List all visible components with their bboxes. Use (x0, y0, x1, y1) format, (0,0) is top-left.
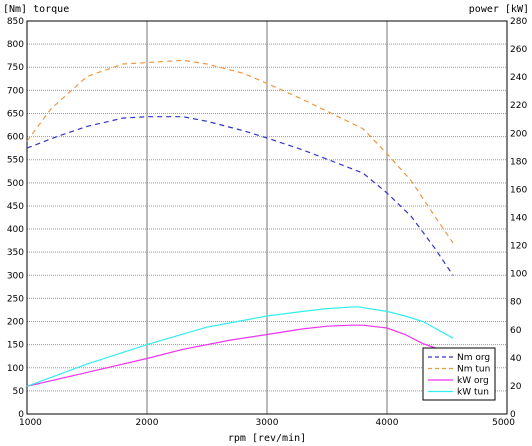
series-line-nm-org (26, 116, 454, 276)
legend-label: Nm org (457, 353, 490, 363)
x-tick-label: 5000 (492, 418, 515, 428)
y-right-tick-label: 280 (510, 17, 527, 27)
y-left-tick-label: 750 (7, 63, 24, 73)
y-right-tick-label: 60 (510, 326, 522, 336)
y-right-tick-label: 120 (510, 242, 527, 252)
y-left-tick-label: 450 (7, 202, 24, 212)
y-right-tick-label: 220 (510, 101, 527, 111)
y-left-tick-label: 350 (7, 248, 24, 258)
series-line-kw-tun (26, 306, 454, 387)
y-left-tick-label: 800 (7, 40, 24, 50)
y-left-tick-label: 150 (7, 341, 24, 351)
legend-label: kW tun (457, 388, 489, 398)
y-right-tick-label: 80 (510, 298, 522, 308)
y-right-axis-title: power [kW] (469, 4, 529, 15)
y-right-tick-label: 180 (510, 157, 527, 167)
legend-label: kW org (457, 376, 489, 386)
y-left-tick-label: 500 (7, 179, 24, 189)
series-layer (26, 59, 454, 387)
y-left-tick-label: 200 (7, 318, 24, 328)
y-right-tick-label: 260 (510, 45, 527, 55)
y-right-tick-label: 200 (510, 129, 527, 139)
y-right-tick-label: 0 (510, 410, 516, 420)
x-axis-title: rpm [rev/min] (228, 433, 306, 444)
y-left-tick-label: 650 (7, 109, 24, 119)
x-tick-label: 4000 (376, 418, 399, 428)
y-left-axis-title: [Nm] torque (3, 4, 69, 15)
y-left-tick-label: 600 (7, 133, 24, 143)
x-tick-label: 3000 (256, 418, 279, 428)
y-left-tick-label: 400 (7, 225, 24, 235)
y-right-tick-label: 160 (510, 185, 527, 195)
ticks-layer: 0501001502002503003504004505005506006507… (7, 17, 528, 428)
y-left-tick-label: 550 (7, 156, 24, 166)
legend-label: Nm tun (457, 365, 490, 375)
plot-area (26, 20, 508, 415)
y-left-tick-label: 100 (7, 364, 24, 374)
y-left-tick-label: 300 (7, 271, 24, 281)
y-right-tick-label: 100 (510, 270, 527, 280)
x-tick-label: 1000 (19, 418, 42, 428)
y-right-tick-label: 40 (510, 354, 522, 364)
y-right-tick-label: 140 (510, 214, 527, 224)
y-left-tick-label: 50 (13, 387, 25, 397)
y-left-tick-label: 0 (18, 410, 24, 420)
series-line-kw-org (26, 324, 454, 387)
y-left-tick-label: 850 (7, 17, 24, 27)
y-left-tick-label: 700 (7, 86, 24, 96)
series-line-nm-tun (26, 59, 454, 244)
y-right-tick-label: 20 (510, 382, 522, 392)
y-right-tick-label: 240 (510, 73, 527, 83)
y-left-tick-label: 250 (7, 294, 24, 304)
x-tick-label: 2000 (136, 418, 159, 428)
